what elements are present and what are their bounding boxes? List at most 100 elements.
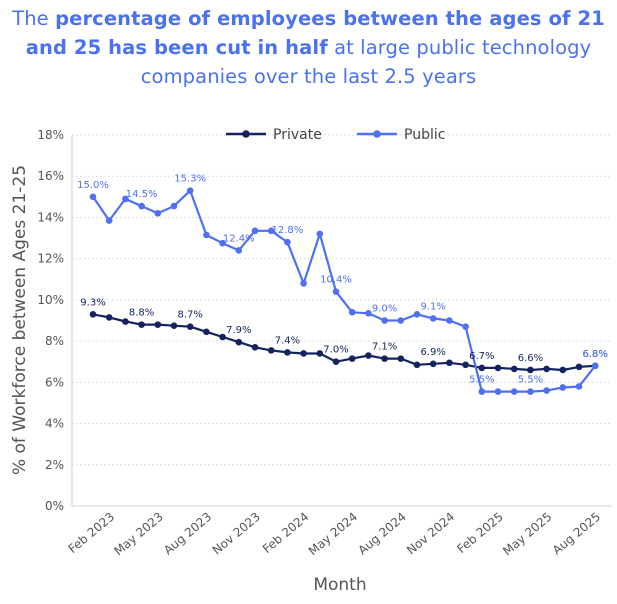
point-public [186,187,194,194]
y-tick-label: 10% [37,293,64,307]
y-tick-label: 2% [45,458,64,472]
point-public [89,193,97,201]
data-label-public: 12.8% [272,225,304,236]
point-public [251,227,259,235]
point-private [397,355,405,362]
point-private [316,350,324,357]
data-label-private: 6.7% [469,351,494,362]
data-label-public: 15.0% [77,180,109,191]
point-public [429,315,437,322]
legend-public-label: Public [404,127,445,143]
point-private [332,358,340,366]
point-public [203,231,210,239]
x-tick-label: Feb 2024 [260,510,312,556]
point-private [300,350,307,357]
point-private [105,314,113,321]
title-pre: The [12,7,56,30]
x-tick-label: Feb 2025 [454,510,506,556]
point-private [494,364,502,372]
point-private [170,322,178,329]
y-tick-label: 6% [45,375,64,389]
data-label-private: 6.8% [582,349,607,360]
point-public [494,388,502,395]
point-private [138,321,145,328]
point-private [510,365,518,373]
data-label-private: 8.8% [129,308,154,319]
point-public [543,387,550,394]
data-label-private: 7.4% [275,335,300,346]
data-label-public: 12.4% [223,233,255,244]
point-public [284,238,291,246]
point-public [235,247,243,254]
point-public [591,362,599,370]
point-public [122,195,129,203]
point-public [527,388,534,395]
point-private [478,364,486,372]
point-public [154,210,162,217]
legend-private-label: Private [273,127,322,143]
data-label-public: 6.8% [582,349,607,360]
point-private [203,328,210,336]
data-label-public: 5.5% [518,375,543,386]
point-private [413,361,421,369]
data-label-private: 9.3% [80,297,105,308]
x-tick-label: Nov 2024 [404,510,457,558]
point-private [251,343,259,351]
x-tick-label: May 2024 [306,510,360,559]
y-tick-label: 12% [37,252,64,266]
point-private [89,311,97,318]
point-private [348,355,356,362]
point-private [446,359,453,367]
point-private [219,333,226,341]
title-post: at large public technology companies ove… [140,36,592,88]
x-axis-label: Month [313,575,366,595]
legend: Private Public [226,127,445,143]
point-public [575,383,583,390]
y-tick-labels: 0% 2% 4% 6% 8% 10% 12% 14% 16% 18% [37,128,64,513]
x-tick-label: May 2025 [500,510,554,559]
data-label-private: 7.0% [323,345,348,356]
y-tick-label: 4% [45,417,64,431]
data-label-private: 7.9% [226,325,251,336]
point-public [478,388,486,395]
y-axis-label: % of Workforce between Ages 21-25 [10,165,30,475]
x-tick-label: May 2023 [111,510,165,559]
point-public [170,202,178,210]
point-private [429,360,437,368]
data-labels: 9.3% 8.8% 8.7% 7.9% 7.4% 7.0% 7.1% 6.9% 6.7% 6.6%… [77,174,608,386]
data-label-public: 14.5% [126,189,158,200]
point-public [348,308,356,316]
point-public [381,317,388,324]
y-tick-label: 8% [45,334,64,348]
data-label-private: 8.7% [177,310,202,321]
y-tick-label: 16% [37,169,64,183]
point-public [267,227,275,235]
x-tick-label: Aug 2025 [550,510,603,558]
point-public [559,384,567,391]
point-public [316,230,324,238]
y-tick-label: 14% [37,210,64,224]
y-tick-label: 18% [37,128,64,142]
x-tick-label: Nov 2023 [210,510,263,558]
point-private [154,321,162,328]
series-group [89,187,599,395]
point-public [446,317,453,324]
point-private [462,361,469,369]
point-public [332,288,340,295]
data-label-public: 15.3% [174,174,206,185]
point-private [559,366,567,374]
point-private [122,318,129,325]
data-label-public: 5.5% [469,375,494,386]
x-tick-label: Aug 2023 [161,510,214,558]
chart-title: The percentage of employees between the … [0,4,617,91]
title-bold: percentage of employees between the ages… [25,7,605,59]
data-label-public: 9.1% [420,301,445,312]
point-private [575,363,583,371]
point-public [365,309,372,317]
point-public [219,239,226,247]
point-public [105,217,113,224]
point-public [138,202,145,210]
x-tick-label: Aug 2024 [355,510,408,558]
